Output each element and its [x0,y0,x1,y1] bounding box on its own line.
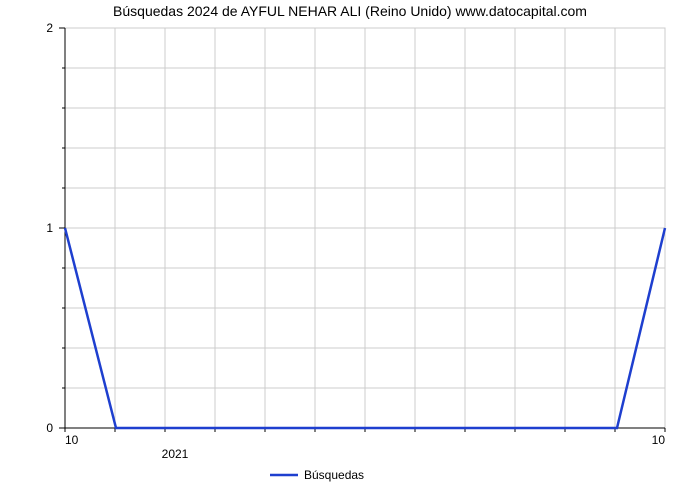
search-chart: 0 1 2 10 10 2021 Búsquedas 2024 de AYFUL NEHAR… [0,0,700,500]
x-right-label: 10 [652,433,666,447]
y-tick-label: 2 [46,21,53,35]
legend-label: Búsquedas [304,468,364,482]
x-year-label: 2021 [162,447,189,461]
y-tick-label: 1 [46,221,53,235]
chart-title: Búsquedas 2024 de AYFUL NEHAR ALI (Reino… [113,3,587,19]
y-tick-label: 0 [46,421,53,435]
x-left-label: 10 [65,433,79,447]
chart-svg: 0 1 2 10 10 2021 Búsquedas 2024 de AYFUL NEHAR… [0,0,700,500]
